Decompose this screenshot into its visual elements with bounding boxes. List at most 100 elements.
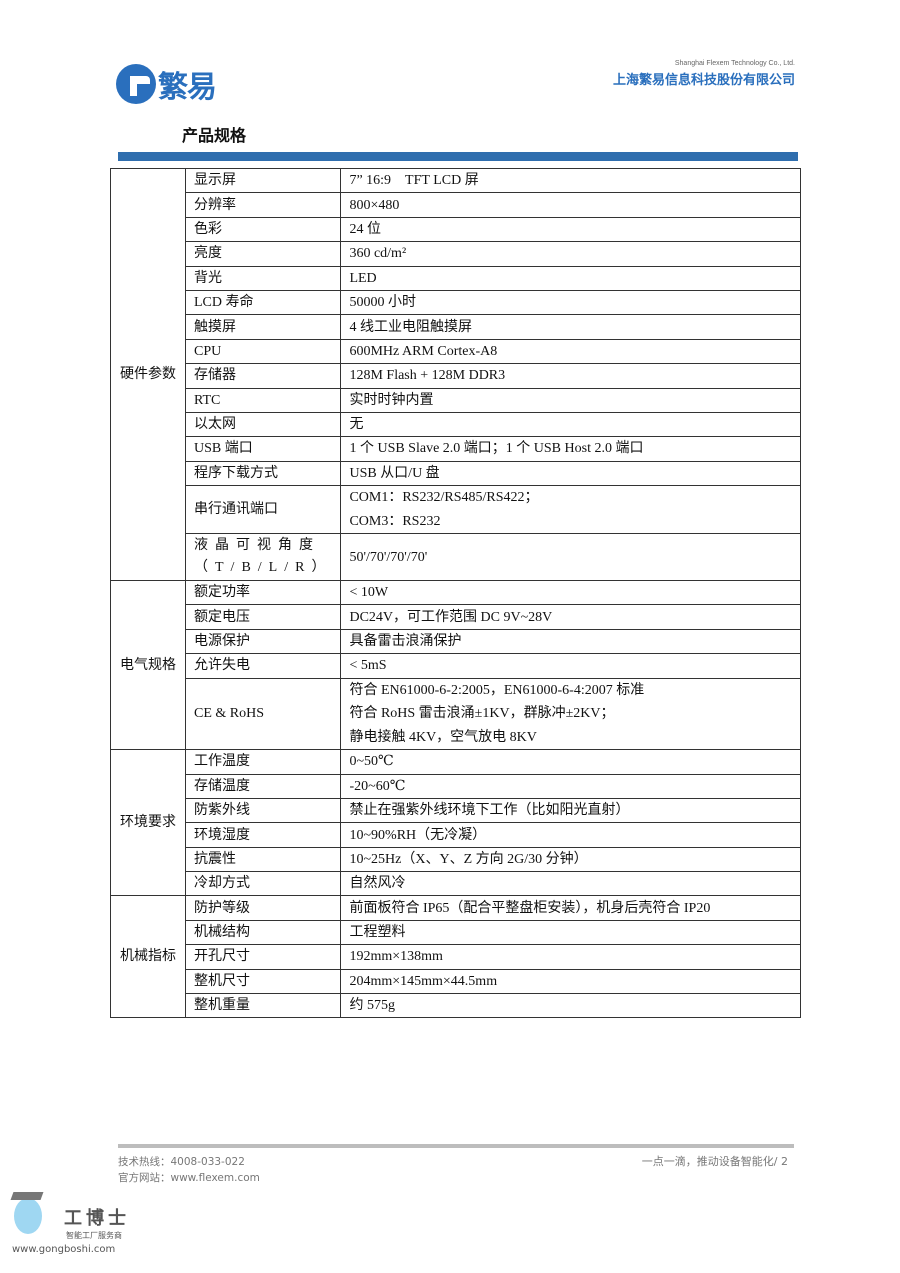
spec-label: 程序下载方式 xyxy=(184,460,342,487)
spec-label: 额定电压 xyxy=(184,604,342,630)
spec-value: 10~90%RH（无冷凝） xyxy=(340,822,801,848)
table-row: USB 端口 1 个 USB Slave 2.0 端口；1 个 USB Host … xyxy=(111,436,801,462)
spec-label: 以太网 xyxy=(184,411,342,438)
spec-value-line: 24 位 xyxy=(349,221,381,237)
spec-value-line: 自然风冷 xyxy=(349,876,406,892)
spec-label: 液晶可视角度（T/B/L/R） xyxy=(184,533,342,582)
spec-value-line: 符合 RoHS 雷击浪涌±1KV，群脉冲±2KV； xyxy=(349,706,615,722)
spec-value-line: 前面板符合 IP65（配合平整盘柜安装），机身后壳符合 IP20 xyxy=(349,900,711,916)
table-row: RTC 实时时钟内置 xyxy=(111,387,801,413)
spec-label: 开孔尺寸 xyxy=(184,944,342,970)
table-row: 以太网无 xyxy=(111,411,801,438)
spec-value-line: 10~25Hz（X、Y、Z 方向 2G/30 分钟） xyxy=(349,851,588,867)
table-row: 环境要求 工作温度 0~50℃ xyxy=(110,749,801,897)
spec-value-line: 实时时钟内置 xyxy=(349,392,434,408)
spec-value: 1 个 USB Slave 2.0 端口；1 个 USB Host 2.0 端口 xyxy=(340,436,801,462)
spec-value-line: 1 个 USB Slave 2.0 端口；1 个 USB Host 2.0 端口 xyxy=(349,441,644,457)
spec-value-line: < 5mS xyxy=(349,658,387,674)
table-row: CPU 600MHz ARM Cortex-A8 xyxy=(111,338,801,365)
spec-value-line: DC24V，可工作范围 DC 9V~28V xyxy=(349,609,553,625)
spec-label: 色彩 xyxy=(184,216,342,243)
footer-divider xyxy=(118,1144,794,1148)
graduation-cap-icon xyxy=(10,1192,44,1200)
logo-text: 繁易 xyxy=(158,70,217,105)
spec-value: 192mm×138mm xyxy=(340,944,801,970)
spec-value-line: -20~60℃ xyxy=(349,778,406,794)
spec-value-line: 禁止在强紫外线环境下工作（比如阳光直射） xyxy=(349,803,630,819)
page-title: 产品规格 xyxy=(182,126,247,145)
spec-label: 允许失电 xyxy=(184,653,342,679)
table-row: 环境湿度 10~90%RH（无冷凝） xyxy=(111,822,801,848)
table-row: 串行通讯端口 COM1：RS232/RS485/RS422； COM3：RS232 xyxy=(111,485,801,535)
spec-value: 0~50℃ xyxy=(340,749,801,775)
spec-label: USB 端口 xyxy=(184,436,342,462)
spec-value: 24 位 xyxy=(340,216,801,243)
spec-value-line: 具备雷击浪涌保护 xyxy=(349,634,462,650)
spec-value-line: 50'/70'/70'/70' xyxy=(349,549,428,565)
spec-value: LED xyxy=(340,265,801,291)
spec-value: 实时时钟内置 xyxy=(340,387,801,413)
spec-value-line: LED xyxy=(349,270,377,286)
spec-value: 360 cd/m² xyxy=(340,241,801,267)
spec-label: 电源保护 xyxy=(184,628,342,655)
table-row: 液晶可视角度（T/B/L/R） 50'/70'/70'/70' xyxy=(111,533,801,582)
spec-label: 抗震性 xyxy=(184,846,342,873)
table-row: 抗震性 10~25Hz（X、Y、Z 方向 2G/30 分钟） xyxy=(111,846,801,873)
table-row: 背光 LED xyxy=(111,265,801,291)
flexem-logo: 繁易 xyxy=(116,62,217,106)
spec-label: 防护等级 xyxy=(184,895,342,921)
table-row: 冷却方式 自然风冷 xyxy=(111,871,801,897)
watermark-name: 工博士 xyxy=(64,1208,130,1229)
spec-value-line: 360 cd/m² xyxy=(349,246,407,262)
table-row: 电源保护 具备雷击浪涌保护 xyxy=(111,628,801,655)
table-row: 额定电压 DC24V，可工作范围 DC 9V~28V xyxy=(111,604,801,630)
section-name: 硬件参数 xyxy=(110,167,186,582)
spec-label: 分辨率 xyxy=(184,192,342,218)
spec-label: 防紫外线 xyxy=(184,797,342,824)
spec-label: 串行通讯端口 xyxy=(184,485,342,535)
table-row: 机械结构 工程塑料 xyxy=(111,919,801,946)
spec-value: DC24V，可工作范围 DC 9V~28V xyxy=(340,604,801,630)
footer-slogan: 一点一滴，推动设备智能化/ 2 xyxy=(641,1155,788,1168)
spec-value: 128M Flash + 128M DDR3 xyxy=(340,363,801,389)
spec-table: 硬件参数 显示屏 7” 16:9 TFT LCD 屏分辨率 800×480 色彩 24 位… xyxy=(110,167,801,1019)
spec-label: RTC xyxy=(184,387,342,413)
spec-label: LCD 寿命 xyxy=(184,289,342,316)
company-name-en: Shanghai Flexem Technology Co., Ltd. xyxy=(674,60,795,67)
spec-value-line: COM1：RS232/RS485/RS422； xyxy=(349,490,539,506)
spec-value-line: < 10W xyxy=(349,585,389,601)
website-link[interactable]: 官方网站：www.flexem.com xyxy=(118,1172,260,1184)
spec-value: 约 575g xyxy=(340,993,801,1019)
table-row: 允许失电 < 5mS xyxy=(111,653,801,679)
title-divider xyxy=(118,152,798,161)
table-row: 机械指标 防护等级 前面板符合 IP65（配合平整盘柜安装），机身后壳符合 IP20 xyxy=(110,895,801,1019)
gongboshi-watermark: 工博士 智能工厂服务商 www.gongboshi.com xyxy=(8,1190,138,1260)
spec-value-line: 192mm×138mm xyxy=(349,949,443,965)
spec-label: 整机尺寸 xyxy=(184,968,342,995)
spec-value: COM1：RS232/RS485/RS422； COM3：RS232 xyxy=(340,485,801,535)
spec-label: 亮度 xyxy=(184,241,342,267)
hotline: 技术热线：4008-033-022 xyxy=(118,1156,245,1168)
spec-value-line: COM3：RS232 xyxy=(349,513,441,529)
spec-value-line: 符合 EN61000-6-2:2005，EN61000-6-4:2007 标准 xyxy=(349,682,645,698)
spec-value-line: 4 线工业电阻触摸屏 xyxy=(349,319,472,335)
table-row: 存储温度 -20~60℃ xyxy=(111,773,801,799)
spec-value: USB 从口/U 盘 xyxy=(340,460,801,487)
table-row: 硬件参数 显示屏 7” 16:9 TFT LCD 屏 xyxy=(110,167,801,582)
table-row: LCD 寿命 50000 小时 xyxy=(111,289,801,316)
table-row: 开孔尺寸 192mm×138mm xyxy=(111,944,801,970)
table-row: 整机尺寸 204mm×145mm×44.5mm xyxy=(111,968,801,995)
table-row: 整机重量约 575g xyxy=(111,993,801,1019)
spec-value-line: 约 575g xyxy=(349,998,395,1014)
spec-label: CPU xyxy=(184,338,342,365)
spec-value: 具备雷击浪涌保护 xyxy=(340,628,801,655)
spec-value-line: 800×480 xyxy=(349,197,400,213)
spec-label: 机械结构 xyxy=(184,919,342,946)
spec-label: 环境湿度 xyxy=(184,822,342,848)
section-name: 机械指标 xyxy=(110,895,186,1019)
spec-value: 符合 EN61000-6-2:2005，EN61000-6-4:2007 标准符… xyxy=(340,677,801,751)
spec-value-line: 10~90%RH（无冷凝） xyxy=(349,827,487,843)
spec-label: 背光 xyxy=(184,265,342,291)
spec-label: 冷却方式 xyxy=(184,871,342,897)
